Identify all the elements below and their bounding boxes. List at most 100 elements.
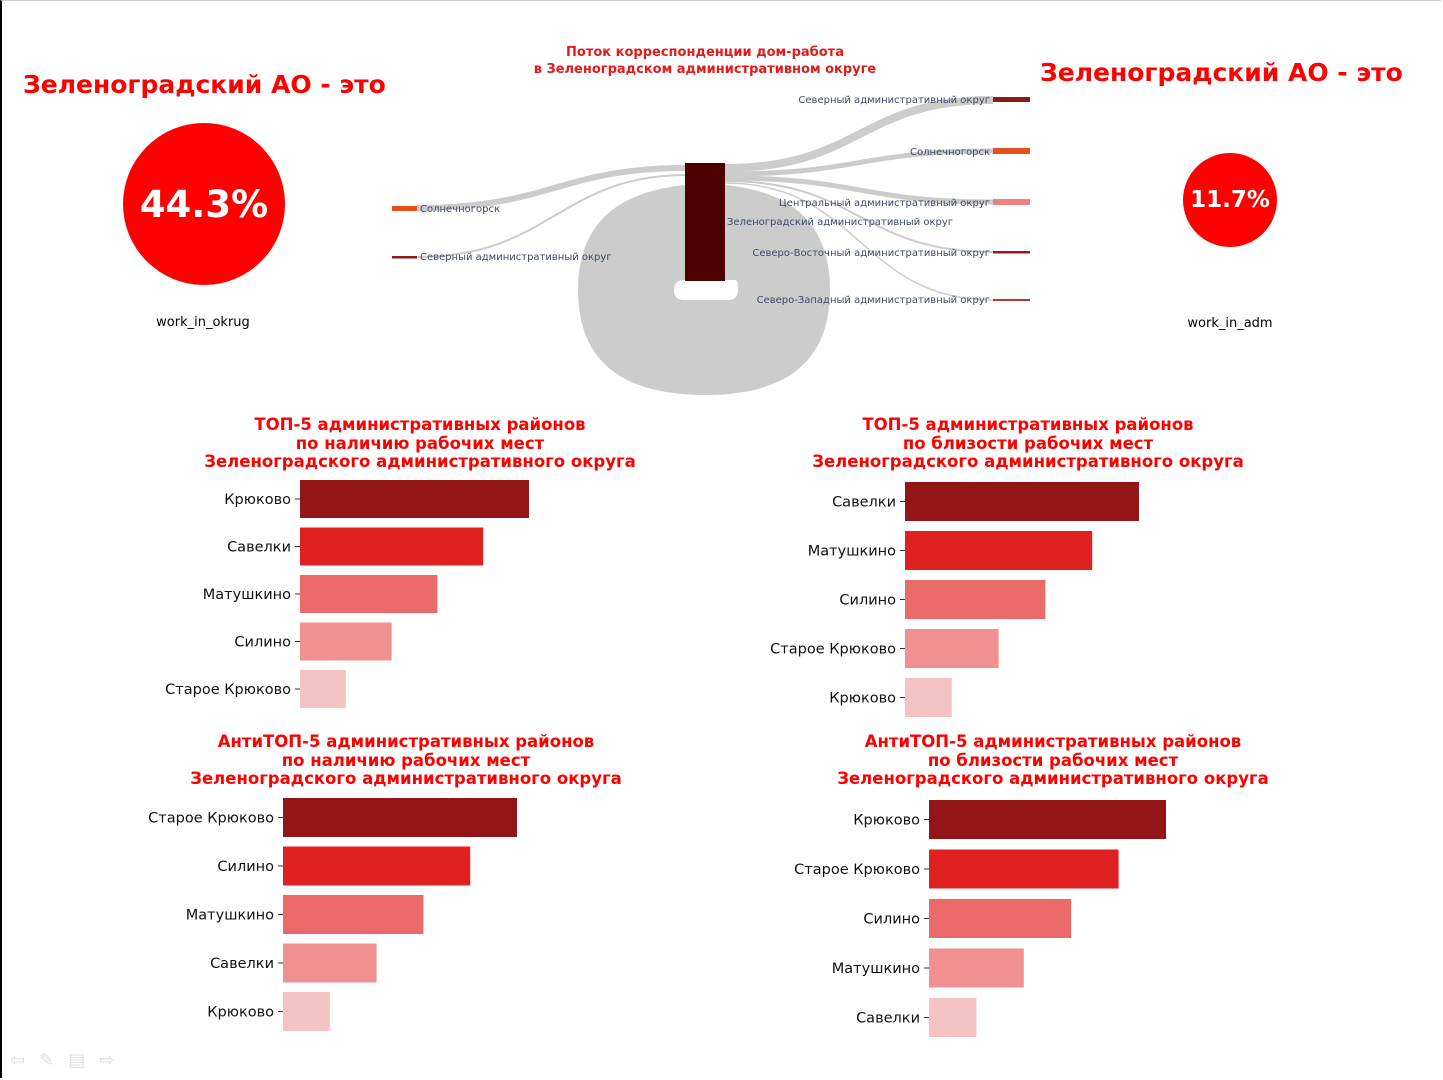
chart4-bar-5	[929, 998, 977, 1037]
chart2-title-line1: ТОП-5 административных районов	[862, 415, 1194, 434]
sankey-link-right-3	[724, 175, 994, 205]
right-kpi-title: Зеленоградский АО - это	[1040, 58, 1403, 87]
chart4-bars: Крюково Старое Крюково Силино Матушкино Саве…	[794, 800, 1166, 1037]
chart1-bar-3	[300, 575, 438, 613]
chart3-bar-4	[283, 943, 377, 983]
chart3-bars: Старое Крюково Силино Матушкино Савелки Крюк…	[148, 798, 517, 1031]
chart1-category-label-4: Силино	[234, 635, 291, 651]
chart4-title: АнтиТОП-5 административных районов по бл…	[803, 732, 1303, 789]
chart3-bar-3	[283, 895, 424, 934]
chart4-category-label-2: Старое Крюково	[794, 862, 920, 878]
chart3-category-label-5: Крюково	[207, 1005, 274, 1021]
arrow-left-icon[interactable]: ⇦	[10, 1050, 26, 1071]
chart2-category-label-2: Матушкино	[808, 544, 896, 560]
slide-nav: ⇦ ✎ ▤ ⇨	[10, 1050, 114, 1071]
sankey-right-label-2: Солнечногорск	[910, 147, 990, 158]
chart4-category-label-4: Матушкино	[832, 961, 920, 977]
chart4-category-label-5: Савелки	[856, 1011, 920, 1027]
chart1-bar-1	[300, 480, 529, 518]
chart4-title-line1: АнтиТОП-5 административных районов	[864, 732, 1242, 751]
chart1-title-line3: Зеленоградского административного округа	[204, 452, 636, 471]
sankey-self-loop	[578, 185, 830, 395]
sankey-center-label: Зеленоградский административный округ	[727, 217, 953, 228]
sankey-right-label-3: Центральный административный округ	[779, 198, 990, 209]
sankey-right-node-4	[993, 251, 1030, 254]
sankey-diagram: Зеленоградский административный округ Со…	[392, 95, 1030, 395]
chart4-bar-2	[929, 849, 1119, 889]
chart3-bar-2	[283, 846, 471, 886]
arrow-right-icon[interactable]: ⇨	[99, 1050, 115, 1071]
sankey-right-node-5	[993, 299, 1030, 301]
pen-icon[interactable]: ✎	[39, 1050, 55, 1071]
sankey-title: Поток корреспонденции дом-работа в Зелен…	[470, 44, 940, 78]
chart4-bar-4	[929, 948, 1024, 988]
chart3-category-label-2: Силино	[217, 859, 274, 875]
chart1-category-label-2: Савелки	[227, 540, 291, 556]
chart1-category-label-3: Матушкино	[203, 587, 291, 603]
sankey-left-node-1	[392, 206, 417, 211]
right-kpi-value: 11.7%	[1190, 187, 1270, 213]
chart3-title: АнтиТОП-5 административных районов по на…	[156, 732, 656, 789]
sankey-link-right-1	[724, 96, 994, 172]
chart2-bar-4	[905, 629, 999, 668]
sankey-left-node-2	[392, 256, 417, 259]
chart1-bars: Крюково Савелки Матушкино Силино Старое Крюк…	[165, 480, 529, 708]
chart1-title-line2: по наличию рабочих мест	[295, 433, 545, 453]
sankey-title-line1: Поток корреспонденции дом-работа	[566, 45, 844, 60]
chart3-category-label-3: Матушкино	[186, 908, 274, 924]
chart3-bar-1	[283, 798, 517, 837]
chart1-bar-2	[300, 527, 484, 566]
chart3-title-line1: АнтиТОП-5 административных районов	[217, 732, 595, 751]
chart2-title: ТОП-5 административных районов по близос…	[778, 415, 1278, 472]
chart1-bar-4	[300, 622, 392, 661]
sankey-right-label-5: Северо-Западный административный округ	[757, 295, 990, 306]
chart4-category-label-1: Крюково	[853, 813, 920, 829]
chart1-title-line1: ТОП-5 административных районов	[254, 415, 586, 434]
sankey-link-left-2	[416, 174, 687, 258]
sankey-link-right-2	[724, 148, 994, 177]
chart2-title-line2: по близости рабочих мест	[902, 433, 1154, 453]
chart2-category-label-4: Старое Крюково	[770, 642, 896, 658]
chart2-bars: Савелки Матушкино Силино Старое Крюково Крюк…	[770, 482, 1139, 717]
chart4-category-label-3: Силино	[863, 912, 920, 928]
sankey-left-label-1: Солнечногорск	[420, 204, 500, 215]
chart2-bar-3	[905, 580, 1046, 619]
chart3-category-label-4: Савелки	[210, 956, 274, 972]
left-kpi-label: work_in_okrug	[156, 315, 250, 330]
right-kpi-label: work_in_adm	[1187, 316, 1273, 331]
sankey-left-label-2: Северный административный округ	[420, 252, 612, 263]
chart2-category-label-3: Силино	[839, 593, 896, 609]
chart1-category-label-5: Старое Крюково	[165, 682, 291, 698]
chart4-bar-3	[929, 899, 1072, 938]
sankey-right-node-1	[993, 97, 1030, 102]
left-kpi-value: 44.3%	[139, 182, 269, 226]
chart1-category-label-1: Крюково	[224, 492, 291, 508]
left-kpi-circle: 44.3%	[123, 123, 285, 285]
left-kpi-title: Зеленоградский АО - это	[23, 70, 386, 99]
sankey-link-right-5	[724, 182, 994, 301]
right-kpi-circle: 11.7%	[1183, 153, 1277, 247]
chart4-title-line3: Зеленоградского административного округа	[837, 769, 1269, 788]
chart3-category-label-1: Старое Крюково	[148, 811, 274, 827]
sankey-right-node-2	[993, 148, 1030, 154]
chart2-category-label-1: Савелки	[832, 495, 896, 511]
sankey-title-line2: в Зеленоградском административном округе	[533, 62, 877, 77]
chart1-bar-5	[300, 670, 346, 708]
chart2-title-line3: Зеленоградского административного округа	[812, 452, 1244, 471]
chart3-title-line3: Зеленоградского административного округа	[190, 769, 622, 788]
chart4-bar-1	[929, 800, 1166, 839]
sankey-link-right-4	[724, 180, 994, 253]
chart2-bar-5	[905, 678, 952, 717]
sankey-right-label-4: Северо-Восточный административный округ	[752, 248, 990, 259]
chart3-bar-5	[283, 992, 330, 1031]
chart4-title-line2: по близости рабочих мест	[927, 750, 1179, 770]
sankey-center-node	[685, 163, 725, 281]
chart3-title-line2: по наличию рабочих мест	[281, 750, 531, 770]
chart2-category-label-5: Крюково	[829, 691, 896, 707]
chart2-bar-1	[905, 482, 1139, 521]
menu-icon[interactable]: ▤	[68, 1050, 86, 1071]
chart1-title: ТОП-5 административных районов по наличи…	[170, 415, 670, 472]
sankey-right-label-1: Северный административный округ	[798, 95, 990, 106]
sankey-right-node-3	[993, 199, 1030, 205]
